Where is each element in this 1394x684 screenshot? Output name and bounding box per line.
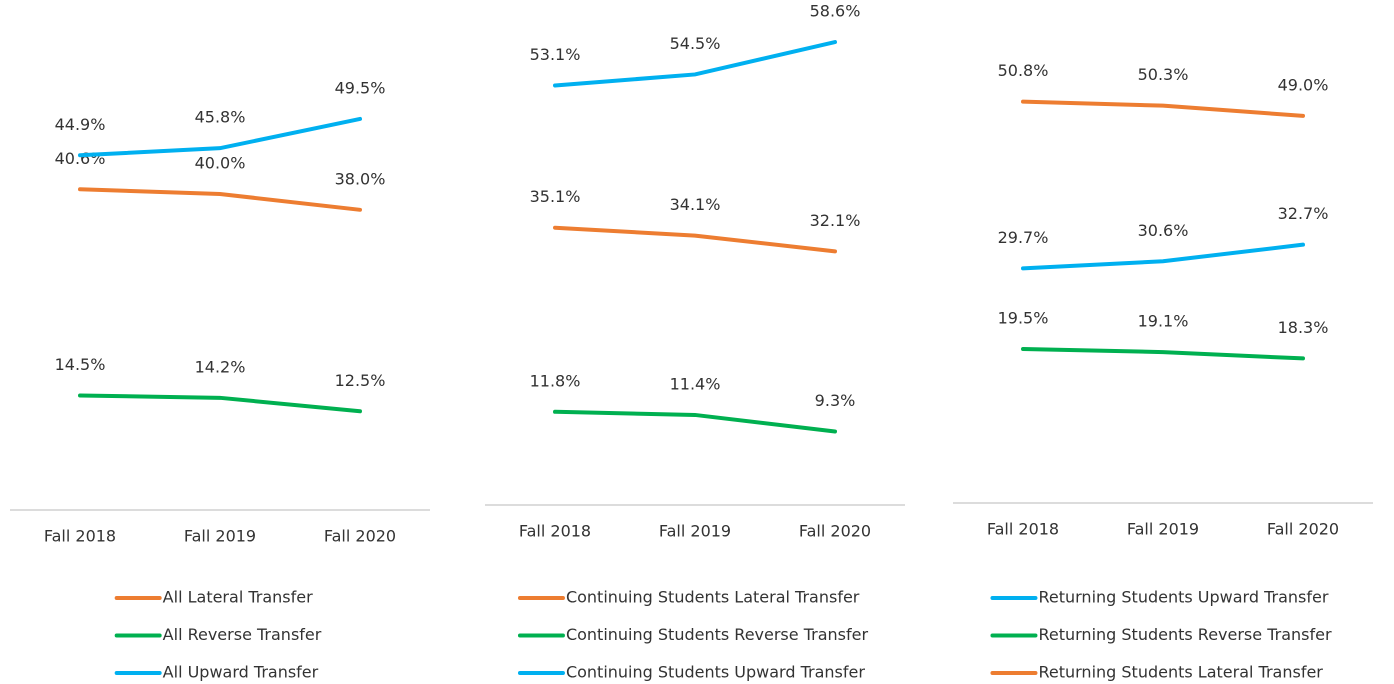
data-label: 34.1% bbox=[670, 195, 721, 214]
series-line bbox=[553, 40, 837, 88]
data-label: 49.5% bbox=[335, 78, 386, 97]
series-line bbox=[78, 116, 362, 158]
legend-label: Continuing Students Reverse Transfer bbox=[566, 625, 868, 644]
series-line bbox=[553, 225, 837, 254]
legend-label: All Upward Transfer bbox=[163, 663, 319, 682]
x-tick-label: Fall 2018 bbox=[987, 520, 1059, 539]
x-tick-label: Fall 2020 bbox=[1267, 520, 1339, 539]
data-label: 38.0% bbox=[335, 169, 386, 188]
data-label: 35.1% bbox=[530, 187, 581, 206]
data-label: 32.1% bbox=[810, 211, 861, 230]
legend-label: Continuing Students Lateral Transfer bbox=[566, 588, 860, 607]
data-label: 29.7% bbox=[998, 228, 1049, 247]
data-label: 14.2% bbox=[195, 357, 246, 376]
data-label: 18.3% bbox=[1278, 318, 1329, 337]
series-line bbox=[553, 409, 837, 434]
x-tick-label: Fall 2019 bbox=[659, 522, 731, 541]
data-label: 58.6% bbox=[810, 2, 861, 21]
data-label: 50.8% bbox=[998, 61, 1049, 80]
series-line bbox=[78, 187, 362, 212]
x-tick-label: Fall 2020 bbox=[324, 527, 396, 546]
data-label: 49.0% bbox=[1278, 75, 1329, 94]
data-label: 11.4% bbox=[670, 374, 721, 393]
series-line bbox=[1021, 242, 1305, 271]
data-label: 12.5% bbox=[335, 371, 386, 390]
series-line bbox=[78, 393, 362, 414]
legend-label: Returning Students Lateral Transfer bbox=[1038, 663, 1323, 682]
x-tick-label: Fall 2018 bbox=[44, 527, 116, 546]
legend-label: All Lateral Transfer bbox=[163, 588, 313, 607]
data-label: 44.9% bbox=[55, 115, 106, 134]
data-label: 9.3% bbox=[815, 391, 856, 410]
data-label: 19.1% bbox=[1138, 312, 1189, 331]
data-label: 45.8% bbox=[195, 108, 246, 127]
legend-label: Returning Students Upward Transfer bbox=[1038, 588, 1328, 607]
series-line bbox=[1021, 346, 1305, 361]
x-tick-label: Fall 2018 bbox=[519, 522, 591, 541]
data-label: 30.6% bbox=[1138, 221, 1189, 240]
data-label: 14.5% bbox=[55, 355, 106, 374]
series-line bbox=[1021, 99, 1305, 118]
x-tick-label: Fall 2019 bbox=[1127, 520, 1199, 539]
data-label: 50.3% bbox=[1138, 65, 1189, 84]
x-tick-label: Fall 2019 bbox=[184, 527, 256, 546]
legend-label: All Reverse Transfer bbox=[163, 625, 322, 644]
data-label: 54.5% bbox=[670, 34, 721, 53]
data-label: 53.1% bbox=[530, 45, 581, 64]
x-tick-label: Fall 2020 bbox=[799, 522, 871, 541]
data-label: 40.0% bbox=[195, 154, 246, 173]
data-label: 40.6% bbox=[55, 149, 106, 168]
legend-label: Returning Students Reverse Transfer bbox=[1038, 625, 1331, 644]
data-label: 11.8% bbox=[530, 371, 581, 390]
legend-label: Continuing Students Upward Transfer bbox=[566, 663, 865, 682]
data-label: 32.7% bbox=[1278, 204, 1329, 223]
data-label: 19.5% bbox=[998, 308, 1049, 327]
